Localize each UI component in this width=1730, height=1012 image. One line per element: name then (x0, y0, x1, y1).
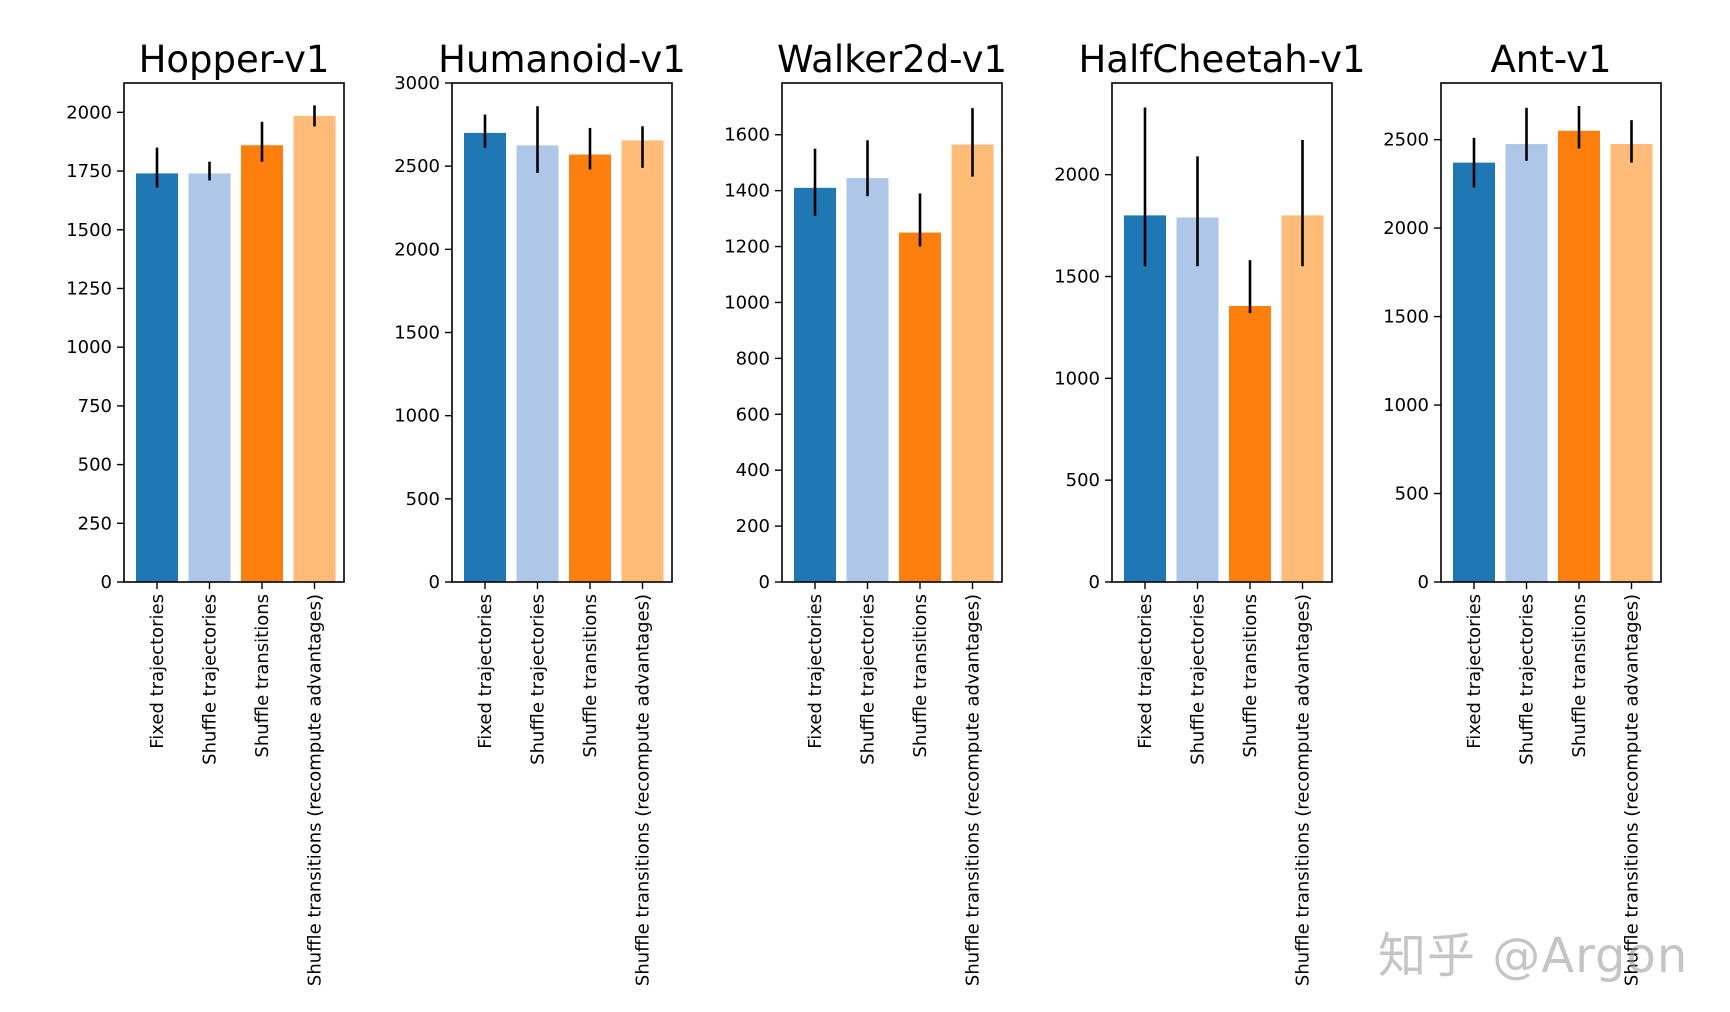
y-tick-label: 800 (736, 348, 770, 369)
y-tick-label: 1600 (724, 125, 770, 146)
plot-frame (1440, 82, 1662, 583)
chart-humanoid-v1: Humanoid-v1 0 500 1000 1500 2000 2500 3000 Fixed… (394, 38, 686, 986)
y-tick-label: 750 (78, 396, 112, 417)
x-tick-label: Shuffle transitions (1240, 594, 1261, 758)
bar (846, 178, 889, 583)
y-tick-label: 1500 (1383, 307, 1429, 328)
y-tick-label: 1750 (66, 161, 112, 182)
y-tick-label: 2000 (394, 239, 440, 260)
y-tick-label: 0 (101, 572, 112, 593)
bar (569, 154, 611, 583)
watermark: 知乎 @Argon (1378, 928, 1689, 984)
x-tick-label: Shuffle transitions (252, 594, 273, 758)
x-tick-label: Shuffle trajectories (528, 594, 549, 765)
y-tick-label: 2000 (1383, 218, 1429, 239)
y-tick-label: 1500 (66, 220, 112, 241)
x-tick-label: Fixed trajectories (805, 594, 826, 749)
y-tick-label: 0 (429, 572, 440, 593)
x-tick-label: Fixed trajectories (1135, 594, 1156, 749)
y-tick-label: 1250 (66, 278, 112, 299)
y-tick-label: 1000 (1054, 368, 1100, 389)
y-tick-label: 1500 (1054, 266, 1100, 287)
y-tick-label: 200 (736, 516, 770, 537)
x-tick-label: Shuffle trajectories (200, 594, 221, 765)
x-tick-label: Shuffle transitions (recompute advantage… (633, 594, 654, 986)
bar (516, 145, 559, 582)
x-tick-label: Shuffle transitions (580, 594, 601, 758)
plot-frame (1111, 82, 1333, 583)
y-tick-label: 0 (759, 572, 770, 593)
y-tick-label: 1200 (724, 237, 770, 258)
x-tick-label: Shuffle transitions (recompute advantage… (1293, 594, 1314, 986)
x-tick-label: Shuffle transitions (recompute advantage… (1622, 594, 1643, 986)
y-tick-label: 250 (78, 513, 112, 534)
chart-walker2d-v1: Walker2d-v1 0 200 400 600 800 1000 1200 1400 1600… (724, 38, 1007, 986)
bar (1124, 215, 1166, 582)
bar (293, 115, 336, 582)
y-tick-label: 1000 (66, 337, 112, 358)
y-tick-label: 1000 (1383, 395, 1429, 416)
chart-title: Humanoid-v1 (438, 38, 686, 81)
y-tick-label: 2500 (1383, 130, 1429, 151)
bar (464, 132, 506, 582)
bar (1505, 144, 1548, 583)
chart-hopper-v1: Hopper-v1 0 250 500 750 1000 1250 1500 1750 2000 F… (66, 38, 345, 986)
chart-title: Walker2d-v1 (777, 38, 1007, 81)
y-tick-label: 0 (1089, 572, 1100, 593)
bar (241, 145, 283, 582)
y-tick-label: 600 (736, 404, 770, 425)
bar (621, 140, 664, 582)
plot-frame (781, 82, 1003, 583)
bar (1229, 306, 1271, 582)
bar (188, 173, 231, 583)
y-tick-label: 2500 (394, 156, 440, 177)
chart-title: Hopper-v1 (139, 38, 330, 81)
y-tick-label: 1400 (724, 181, 770, 202)
y-tick-label: 2000 (66, 102, 112, 123)
x-tick-label: Shuffle transitions (recompute advantage… (963, 594, 984, 986)
chart-title: HalfCheetah-v1 (1078, 38, 1365, 81)
y-tick-label: 500 (406, 489, 440, 510)
x-tick-label: Shuffle transitions (recompute advantage… (305, 594, 326, 986)
y-tick-label: 400 (736, 460, 770, 481)
y-tick-label: 0 (1418, 572, 1429, 593)
chart-title: Ant-v1 (1490, 38, 1611, 81)
bar (899, 232, 941, 582)
bar (794, 187, 836, 582)
bar (1176, 217, 1219, 582)
y-tick-label: 1000 (724, 292, 770, 313)
y-tick-label: 500 (1066, 470, 1100, 491)
chart-ant-v1: Ant-v1 0 500 1000 1500 2000 2500 Fixed trajecto… (1383, 38, 1662, 986)
y-tick-label: 500 (1395, 484, 1429, 505)
chart-halfcheetah-v1: HalfCheetah-v1 0 500 1000 1500 2000 Fixed traj… (1054, 38, 1365, 986)
x-tick-label: Fixed trajectories (1464, 594, 1485, 749)
y-tick-label: 1000 (394, 406, 440, 427)
y-tick-label: 3000 (394, 73, 440, 94)
x-tick-label: Fixed trajectories (147, 594, 168, 749)
bar (136, 173, 178, 583)
bar (1281, 215, 1324, 582)
bar (1558, 130, 1600, 582)
x-tick-label: Shuffle trajectories (858, 594, 879, 765)
bar (1610, 144, 1653, 583)
x-tick-label: Fixed trajectories (475, 594, 496, 749)
bar (951, 144, 994, 582)
y-tick-label: 2000 (1054, 165, 1100, 186)
x-tick-label: Shuffle transitions (910, 594, 931, 758)
y-tick-label: 500 (78, 455, 112, 476)
x-tick-label: Shuffle trajectories (1517, 594, 1538, 765)
plot-frame (123, 82, 345, 583)
bar (1453, 162, 1495, 582)
x-tick-label: Shuffle transitions (1569, 594, 1590, 758)
x-tick-label: Shuffle trajectories (1188, 594, 1209, 765)
y-tick-label: 1500 (394, 323, 440, 344)
